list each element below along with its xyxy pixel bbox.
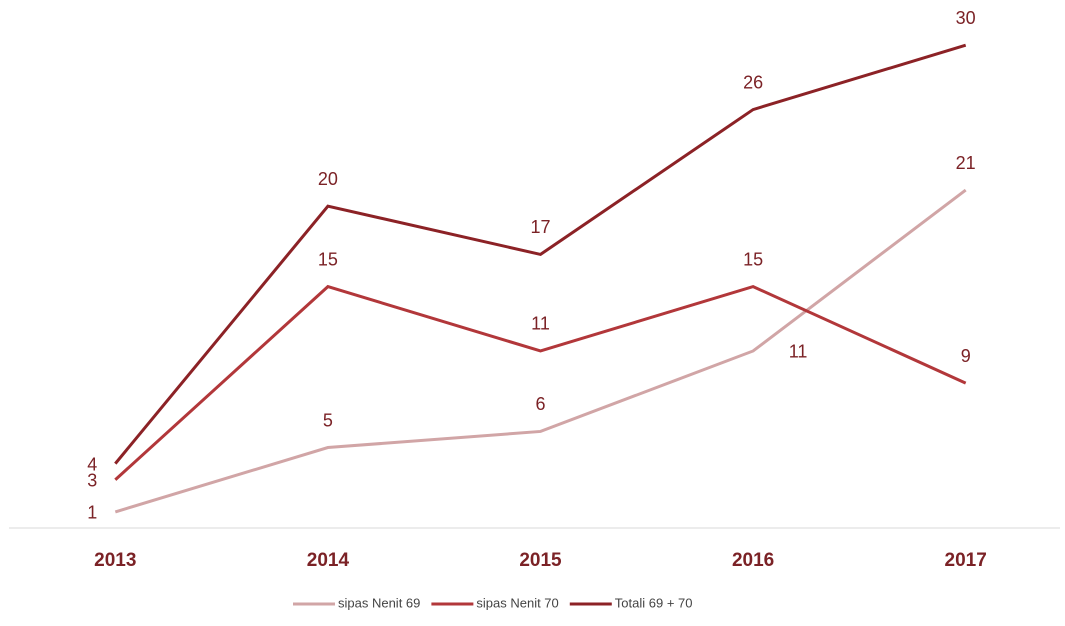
data-label: 26 bbox=[743, 72, 763, 92]
data-label: 17 bbox=[530, 217, 550, 237]
data-label: 15 bbox=[318, 249, 338, 269]
data-label: 3 bbox=[87, 470, 97, 490]
x-tick-label: 2015 bbox=[519, 550, 562, 571]
x-tick-label: 2014 bbox=[307, 550, 350, 571]
data-label: 21 bbox=[956, 153, 976, 173]
legend-label: sipas Nenit 70 bbox=[476, 595, 558, 610]
data-label: 20 bbox=[318, 169, 338, 189]
legend-label: Totali 69 + 70 bbox=[615, 595, 693, 610]
data-label: 15 bbox=[743, 249, 763, 269]
series-line bbox=[114, 284, 967, 481]
data-label: 1 bbox=[87, 503, 97, 523]
data-label: 5 bbox=[323, 410, 333, 430]
series-line bbox=[114, 188, 967, 514]
series-line bbox=[114, 43, 967, 465]
x-tick-label: 2013 bbox=[94, 550, 136, 571]
x-tick-label: 2017 bbox=[945, 550, 987, 571]
data-label: 6 bbox=[535, 394, 545, 414]
legend-label: sipas Nenit 69 bbox=[338, 595, 420, 610]
data-label: 30 bbox=[956, 8, 976, 28]
x-tick-label: 2016 bbox=[732, 550, 774, 571]
data-label: 9 bbox=[961, 346, 971, 366]
data-label: 11 bbox=[789, 342, 808, 362]
data-label: 11 bbox=[531, 314, 550, 334]
data-label: 4 bbox=[87, 454, 97, 474]
